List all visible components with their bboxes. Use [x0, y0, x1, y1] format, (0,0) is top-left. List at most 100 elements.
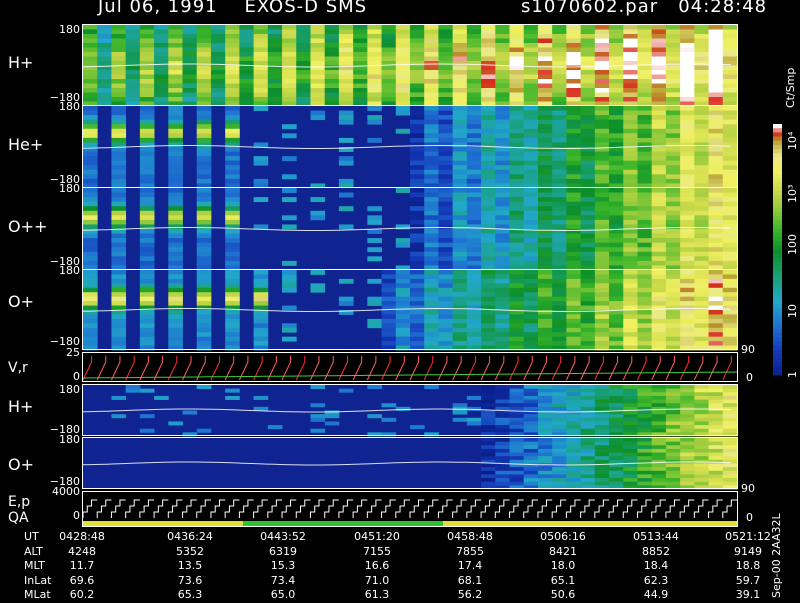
table-cell: 8421: [549, 544, 577, 558]
ep-right-tick: 0: [746, 511, 753, 524]
table-cell: 18.0: [550, 559, 576, 572]
colorbar-tick-label: 100: [786, 234, 799, 255]
table-cell: 44.9: [643, 588, 669, 601]
table-cell: 0513:44: [633, 530, 679, 543]
table-cell: 11.7: [69, 559, 95, 572]
table-cell: 0428:48: [59, 530, 105, 543]
o-plus-2-spectrogram: [82, 438, 738, 490]
table-cell: 62.3: [643, 573, 669, 587]
o-plus-right-tick: 90: [741, 343, 755, 356]
row-label: InLat: [24, 573, 52, 587]
o-plus-label: O+: [8, 292, 34, 311]
table-cell: 69.6: [69, 573, 95, 587]
h-plus-2-top-tick: 180: [59, 383, 80, 396]
vr-right-tick: 0: [746, 371, 753, 384]
table-cell: 65.3: [177, 588, 203, 601]
h-plus-label: H+: [8, 53, 33, 72]
table-cell: 0443:52: [260, 530, 306, 543]
colorbar-tick-label: 1: [786, 371, 799, 378]
h-plus-spectrogram: [82, 25, 738, 107]
table-row: MLT 11.7 13.5 15.3 16.6 17.4 18.0 18.4 18.8: [0, 559, 800, 574]
o-plusplus-label: O++: [8, 217, 47, 236]
table-cell: 17.4: [457, 559, 483, 572]
o-plus-2-top-tick: 180: [59, 433, 80, 446]
table-row: UT 0428:48 0436:24 0443:52 0451:20 0458:48 050…: [0, 530, 800, 545]
o-plusplus-spectrogram: [82, 188, 738, 271]
h-plus-2-spectrogram: [82, 385, 738, 437]
h-plus-bottom-tick: −180: [50, 91, 80, 104]
table-cell: 56.2: [457, 588, 483, 601]
row-label: UT: [24, 530, 39, 543]
table-cell: 16.6: [364, 559, 390, 572]
table-cell: 39.1: [735, 588, 761, 601]
table-cell: 5352: [176, 544, 204, 558]
table-row: InLat 69.6 73.6 73.4 71.0 68.1 65.1 62.3 59.7: [0, 574, 800, 589]
qa-label: QA: [8, 510, 29, 526]
table-cell: 7155: [363, 544, 391, 558]
vr-panel-frame: [82, 352, 738, 382]
table-cell: 71.0: [364, 573, 390, 587]
ep-top-tick: 4000: [52, 485, 80, 498]
o-plusplus-bottom-tick: −180: [50, 255, 80, 268]
table-cell: 73.4: [270, 573, 296, 587]
h-plus-2-bottom-tick: −180: [50, 423, 80, 436]
table-row: MLat 60.2 65.3 65.0 61.3 56.2 50.6 44.9 39.1: [0, 588, 800, 603]
table-cell: 68.1: [457, 573, 483, 587]
o-plusplus-top-tick: 180: [59, 182, 80, 195]
file-time-label: s1070602.par 04:28:48: [521, 0, 768, 17]
table-cell: 60.2: [69, 588, 95, 601]
table-cell: 13.5: [177, 559, 203, 572]
table-cell: 7855: [456, 544, 484, 558]
table-cell: 9149: [734, 544, 762, 558]
colorbar-tick-label: 10³: [786, 184, 799, 203]
table-cell: 59.7: [735, 573, 761, 587]
units-label: Ct/Smp: [784, 67, 797, 108]
table-cell: 0436:24: [167, 530, 213, 543]
plot-title: Jul 06, 1991 EXOS-D SMS: [98, 0, 368, 17]
h-plus-2-label: H+: [8, 397, 33, 416]
table-cell: 0451:20: [354, 530, 400, 543]
table-cell: 0506:16: [540, 530, 586, 543]
vr-bottom-tick: 0: [73, 370, 80, 383]
he-plus-spectrogram: [82, 106, 738, 189]
ep-panel-frame: [82, 491, 738, 527]
table-cell: 18.8: [735, 559, 761, 572]
o-plus-bottom-tick: −180: [50, 335, 80, 348]
he-plus-bottom-tick: −180: [50, 173, 80, 186]
table-cell: 4248: [68, 544, 96, 558]
h-plus-2-panel-frame: [82, 384, 738, 436]
table-cell: 65.0: [270, 588, 296, 601]
vr-top-tick: 25: [66, 346, 80, 359]
table-row: ALT 4248 5352 6319 7155 7855 8421 8852 9149: [0, 545, 800, 560]
ep-trace: [82, 492, 737, 527]
table-cell: 61.3: [364, 588, 390, 601]
table-cell: 50.6: [550, 588, 576, 601]
o-plus-top-tick: 180: [59, 264, 80, 277]
table-cell: 15.3: [270, 559, 296, 572]
table-cell: 65.1: [550, 573, 576, 587]
table-cell: 6319: [269, 544, 297, 558]
row-label: MLT: [24, 559, 45, 572]
o-plus-spectrogram: [82, 270, 738, 351]
o-plus-2-label: O+: [8, 455, 34, 474]
ep-bottom-tick: 0: [73, 509, 80, 522]
table-cell: 73.6: [177, 573, 203, 587]
row-label: MLat: [24, 588, 51, 601]
o-plus-2-panel-frame: [82, 437, 738, 489]
row-label: ALT: [24, 544, 43, 558]
table-cell: 8852: [642, 544, 670, 558]
he-plus-label: He+: [8, 135, 43, 154]
colorbar-tick-label: 10: [786, 304, 799, 318]
vr-trace: [82, 353, 738, 382]
table-cell: 0521:12: [725, 530, 771, 543]
colorbar-tick-label: 10⁴: [786, 131, 799, 150]
colorbar: [773, 124, 782, 376]
table-cell: 18.4: [643, 559, 669, 572]
vr-label: V,r: [8, 360, 28, 376]
o-plus-2-bottom-tick: −180: [50, 475, 80, 488]
o-plus-panel-frame: [82, 269, 738, 350]
orbit-table: UT 0428:48 0436:24 0443:52 0451:20 0458:48 050…: [0, 530, 800, 603]
he-plus-top-tick: 180: [59, 100, 80, 113]
h-plus-top-tick: 180: [59, 23, 80, 36]
